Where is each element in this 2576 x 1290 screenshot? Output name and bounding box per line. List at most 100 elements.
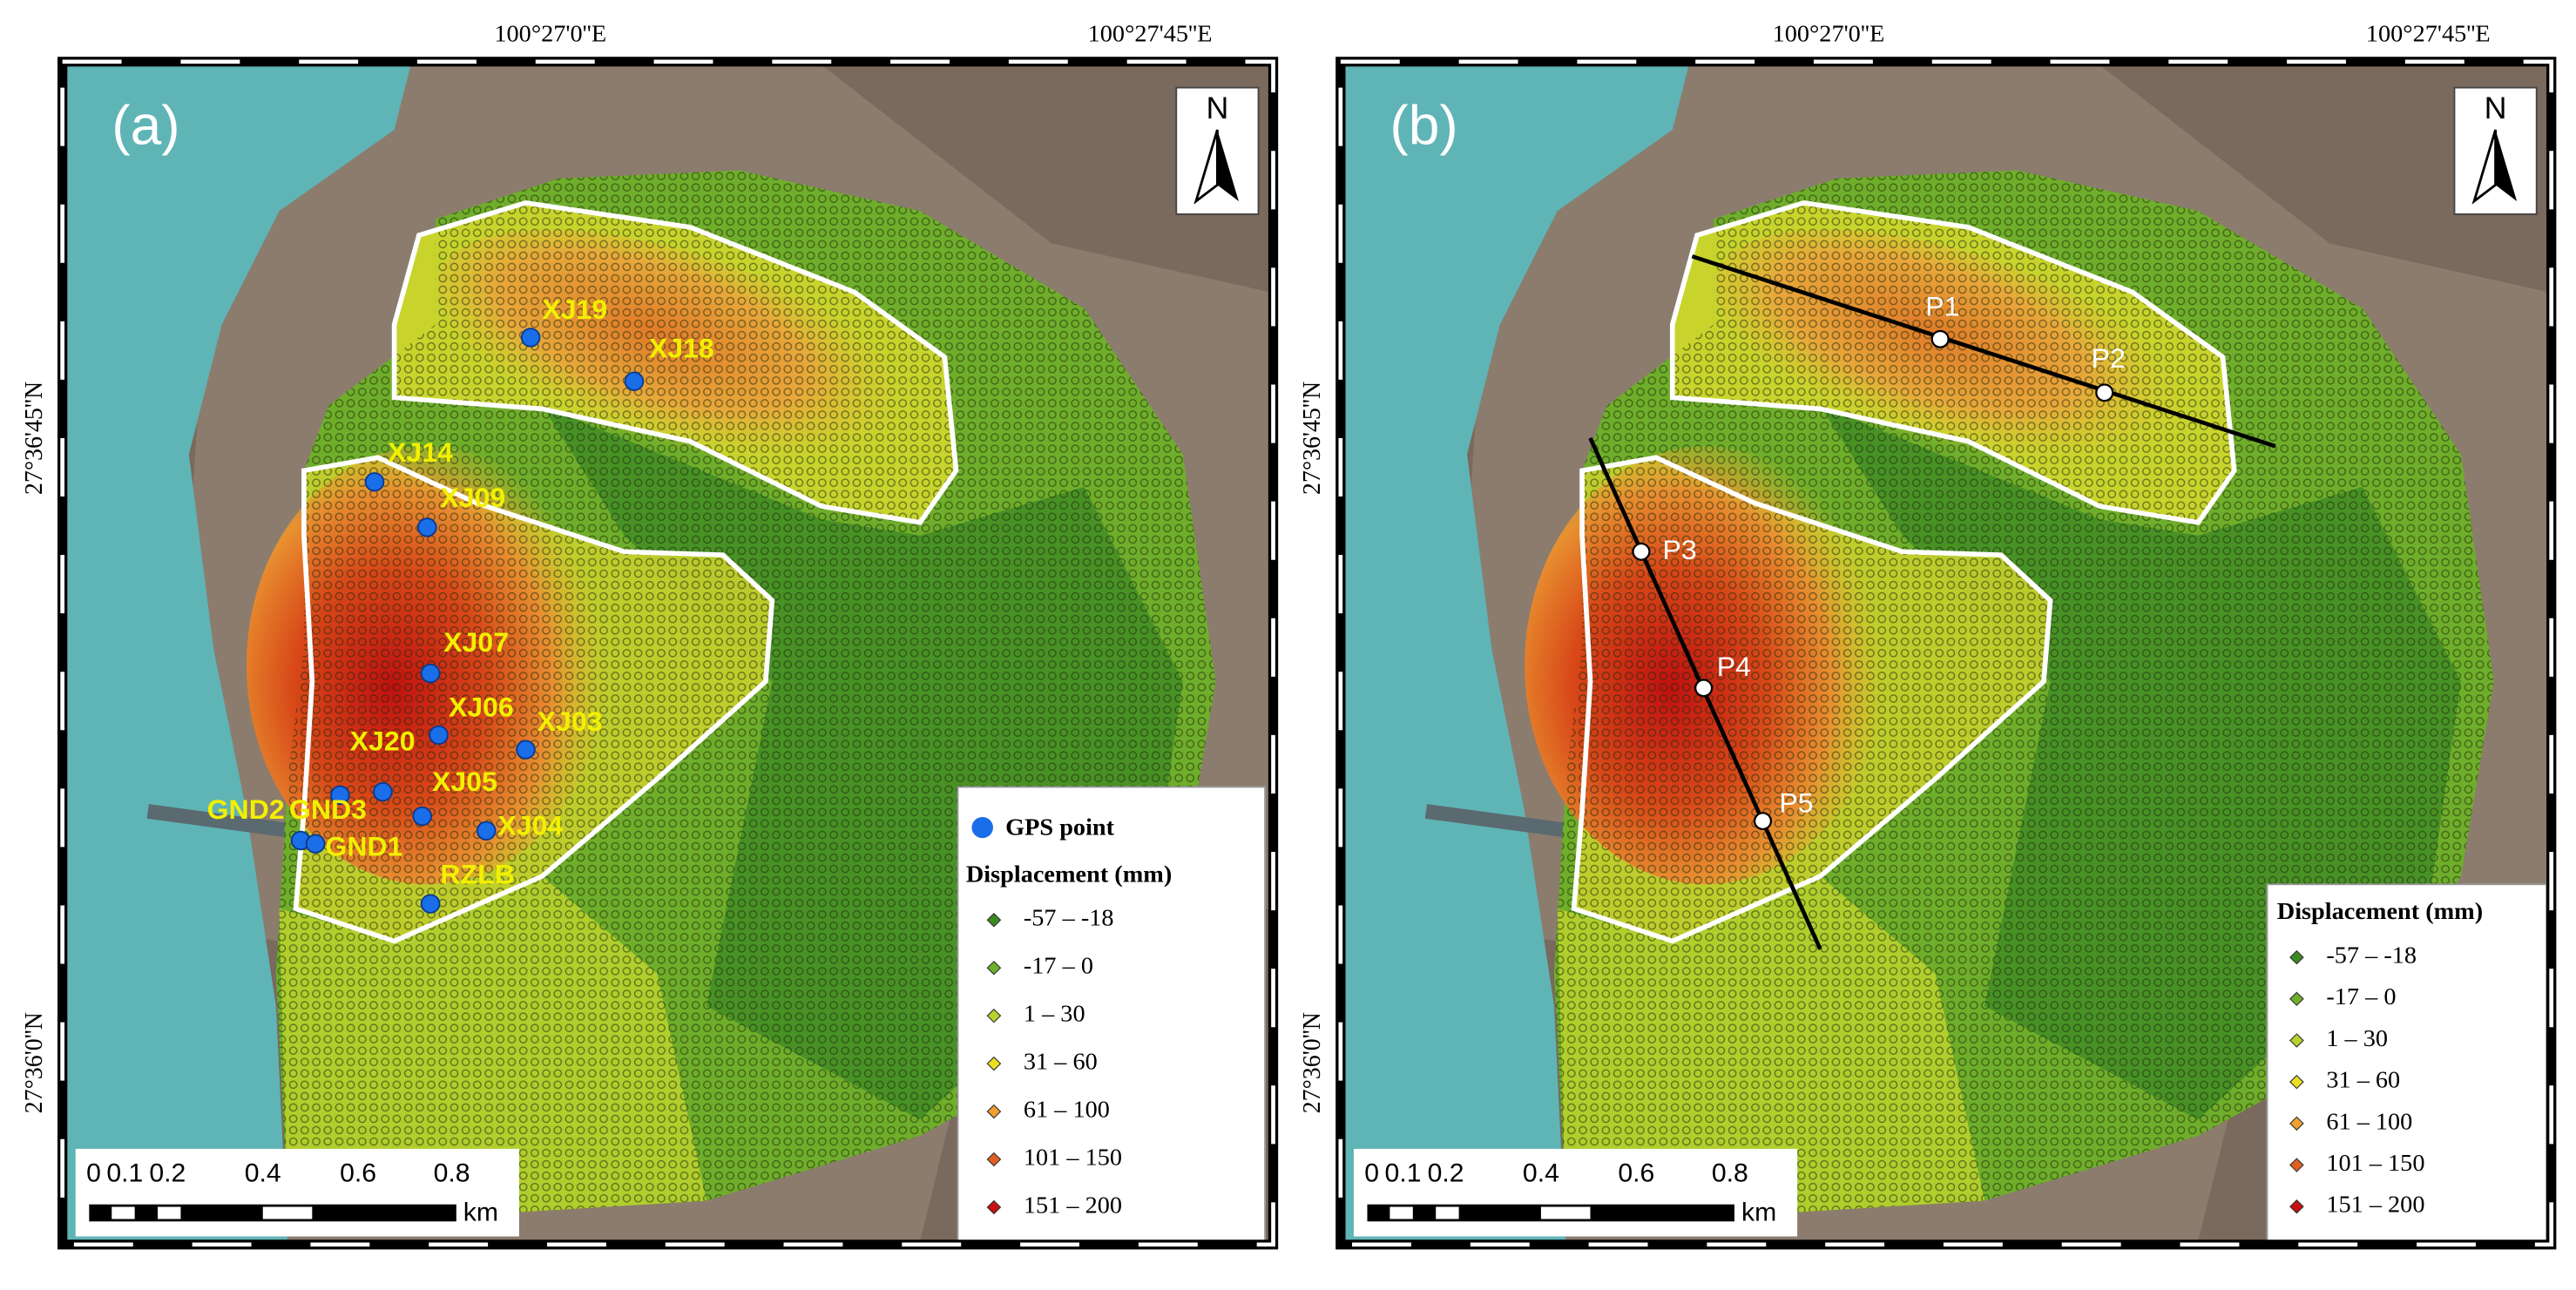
legend-class-label: -57 – -18	[2326, 942, 2417, 969]
water	[1343, 64, 1689, 1242]
legend-swatch	[986, 1056, 1002, 1071]
legend-swatch	[2289, 1199, 2304, 1214]
gps-point	[305, 834, 326, 854]
scale-segment	[1368, 1206, 1390, 1220]
scale-label: 0.8	[1712, 1159, 1748, 1188]
gps-point	[420, 663, 441, 684]
legend-class-label: 101 – 150	[2326, 1150, 2424, 1177]
scale-label: 0.2	[149, 1159, 186, 1188]
gps-label: XJ07	[443, 626, 509, 658]
scale-label: 0.2	[1428, 1159, 1464, 1188]
legend-box	[957, 786, 1267, 1243]
terrain-shade	[2099, 64, 2548, 293]
legend-class-label: -57 – -18	[1024, 905, 1114, 932]
scale-segment	[90, 1206, 112, 1220]
gps-label: GND1	[325, 831, 402, 862]
profile-label: P2	[2092, 342, 2126, 374]
gps-label: XJ05	[432, 766, 497, 797]
profile-point	[1753, 812, 1773, 831]
gps-label: XJ09	[440, 482, 505, 513]
scale-label: 0.1	[1385, 1159, 1422, 1188]
legend-class-label: 61 – 100	[2326, 1108, 2412, 1135]
gps-label: XJ20	[350, 726, 416, 757]
north-label: N	[2485, 91, 2507, 125]
scale-unit: km	[463, 1198, 498, 1226]
scale-segment	[312, 1206, 456, 1220]
gps-point	[420, 894, 441, 914]
legend-class-label: 151 – 200	[1024, 1192, 1122, 1219]
scale-bg	[1353, 1148, 1798, 1237]
legend-swatch	[986, 960, 1002, 976]
scale-label: 0	[86, 1159, 101, 1188]
longitude-label: 100°27'45''E	[2366, 21, 2491, 48]
legend-gps-symbol	[971, 816, 993, 839]
map-panel: P1 P2 P3 P4 P5 (b) N Displacement (mm) -57 – -18…	[1299, 21, 2557, 1250]
north-label: N	[1206, 91, 1228, 125]
north-arrow-right	[2495, 130, 2518, 201]
legend-title: Displacement (mm)	[2277, 898, 2483, 925]
legend-swatch	[2289, 949, 2304, 965]
latitude-label: 27°36'45''N	[21, 382, 48, 495]
gps-label: XJ06	[449, 692, 514, 723]
profile-label: P3	[1662, 534, 1696, 565]
legend-title: Displacement (mm)	[966, 861, 1172, 888]
scale-label: 0.6	[1618, 1159, 1654, 1188]
legend-class-label: 101 – 150	[1024, 1145, 1122, 1172]
legend-swatch	[986, 1104, 1002, 1119]
frame-checker	[1338, 59, 2554, 1247]
legend-class-label: 1 – 30	[1024, 1001, 1085, 1028]
profile-point	[1930, 329, 1950, 348]
legend-swatch	[2289, 1074, 2304, 1090]
dot-texture	[1554, 170, 2494, 1214]
legend-swatch	[2289, 991, 2304, 1007]
scale-bg	[75, 1148, 519, 1237]
gps-label: RZLB	[440, 859, 514, 890]
scale-segment	[180, 1206, 263, 1220]
gps-point	[520, 328, 541, 348]
panel-label: (a)	[112, 94, 179, 157]
scale-label: 0.6	[340, 1159, 376, 1188]
scale-segment	[1412, 1206, 1437, 1220]
scale-label: 0.4	[1523, 1159, 1559, 1188]
profile-line	[1691, 254, 2276, 449]
profile-label: P5	[1779, 787, 1813, 819]
outline-lower	[1571, 455, 2053, 944]
gps-label: XJ03	[538, 706, 603, 737]
outline-upper	[391, 200, 959, 525]
legend-class-label: 31 – 60	[1024, 1049, 1098, 1076]
legend-box	[2266, 883, 2547, 1243]
gps-label: GND3	[289, 794, 367, 825]
profile-point	[1632, 542, 1651, 561]
legend-swatch	[986, 1008, 1002, 1023]
scale-segment	[1590, 1206, 1734, 1220]
gps-label: GND2	[207, 794, 285, 825]
legend-class-label: 61 – 100	[1024, 1097, 1110, 1124]
longitude-label: 100°27'45''E	[1088, 21, 1213, 48]
scale-segment	[134, 1206, 159, 1220]
gps-point	[429, 725, 449, 746]
scale-label: 0	[1364, 1159, 1379, 1188]
profile-label: P1	[1925, 290, 1959, 321]
gps-point	[516, 740, 536, 760]
north-arrow-right	[1217, 130, 1239, 201]
gps-point	[330, 785, 350, 805]
gps-label: XJ14	[388, 436, 453, 468]
legend-swatch	[986, 1199, 1002, 1215]
legend-class-label: 1 – 30	[2326, 1025, 2388, 1052]
legend-class-label: -17 – 0	[1024, 953, 1093, 980]
gps-point	[417, 517, 437, 537]
legend-class-label: 31 – 60	[2326, 1067, 2400, 1094]
legend-swatch	[2289, 1116, 2304, 1131]
legend-swatch	[2289, 1158, 2304, 1172]
legend-gps-label: GPS point	[1005, 814, 1115, 841]
gps-label: XJ04	[497, 810, 563, 841]
water	[65, 64, 411, 1242]
latitude-label: 27°36'0''N	[21, 1012, 48, 1113]
latitude-label: 27°36'0''N	[1299, 1012, 1326, 1113]
gps-point	[476, 821, 497, 841]
legend-swatch	[986, 1152, 1002, 1167]
outline-upper	[1669, 200, 2237, 525]
legend-class-label: 151 – 200	[2326, 1192, 2424, 1219]
